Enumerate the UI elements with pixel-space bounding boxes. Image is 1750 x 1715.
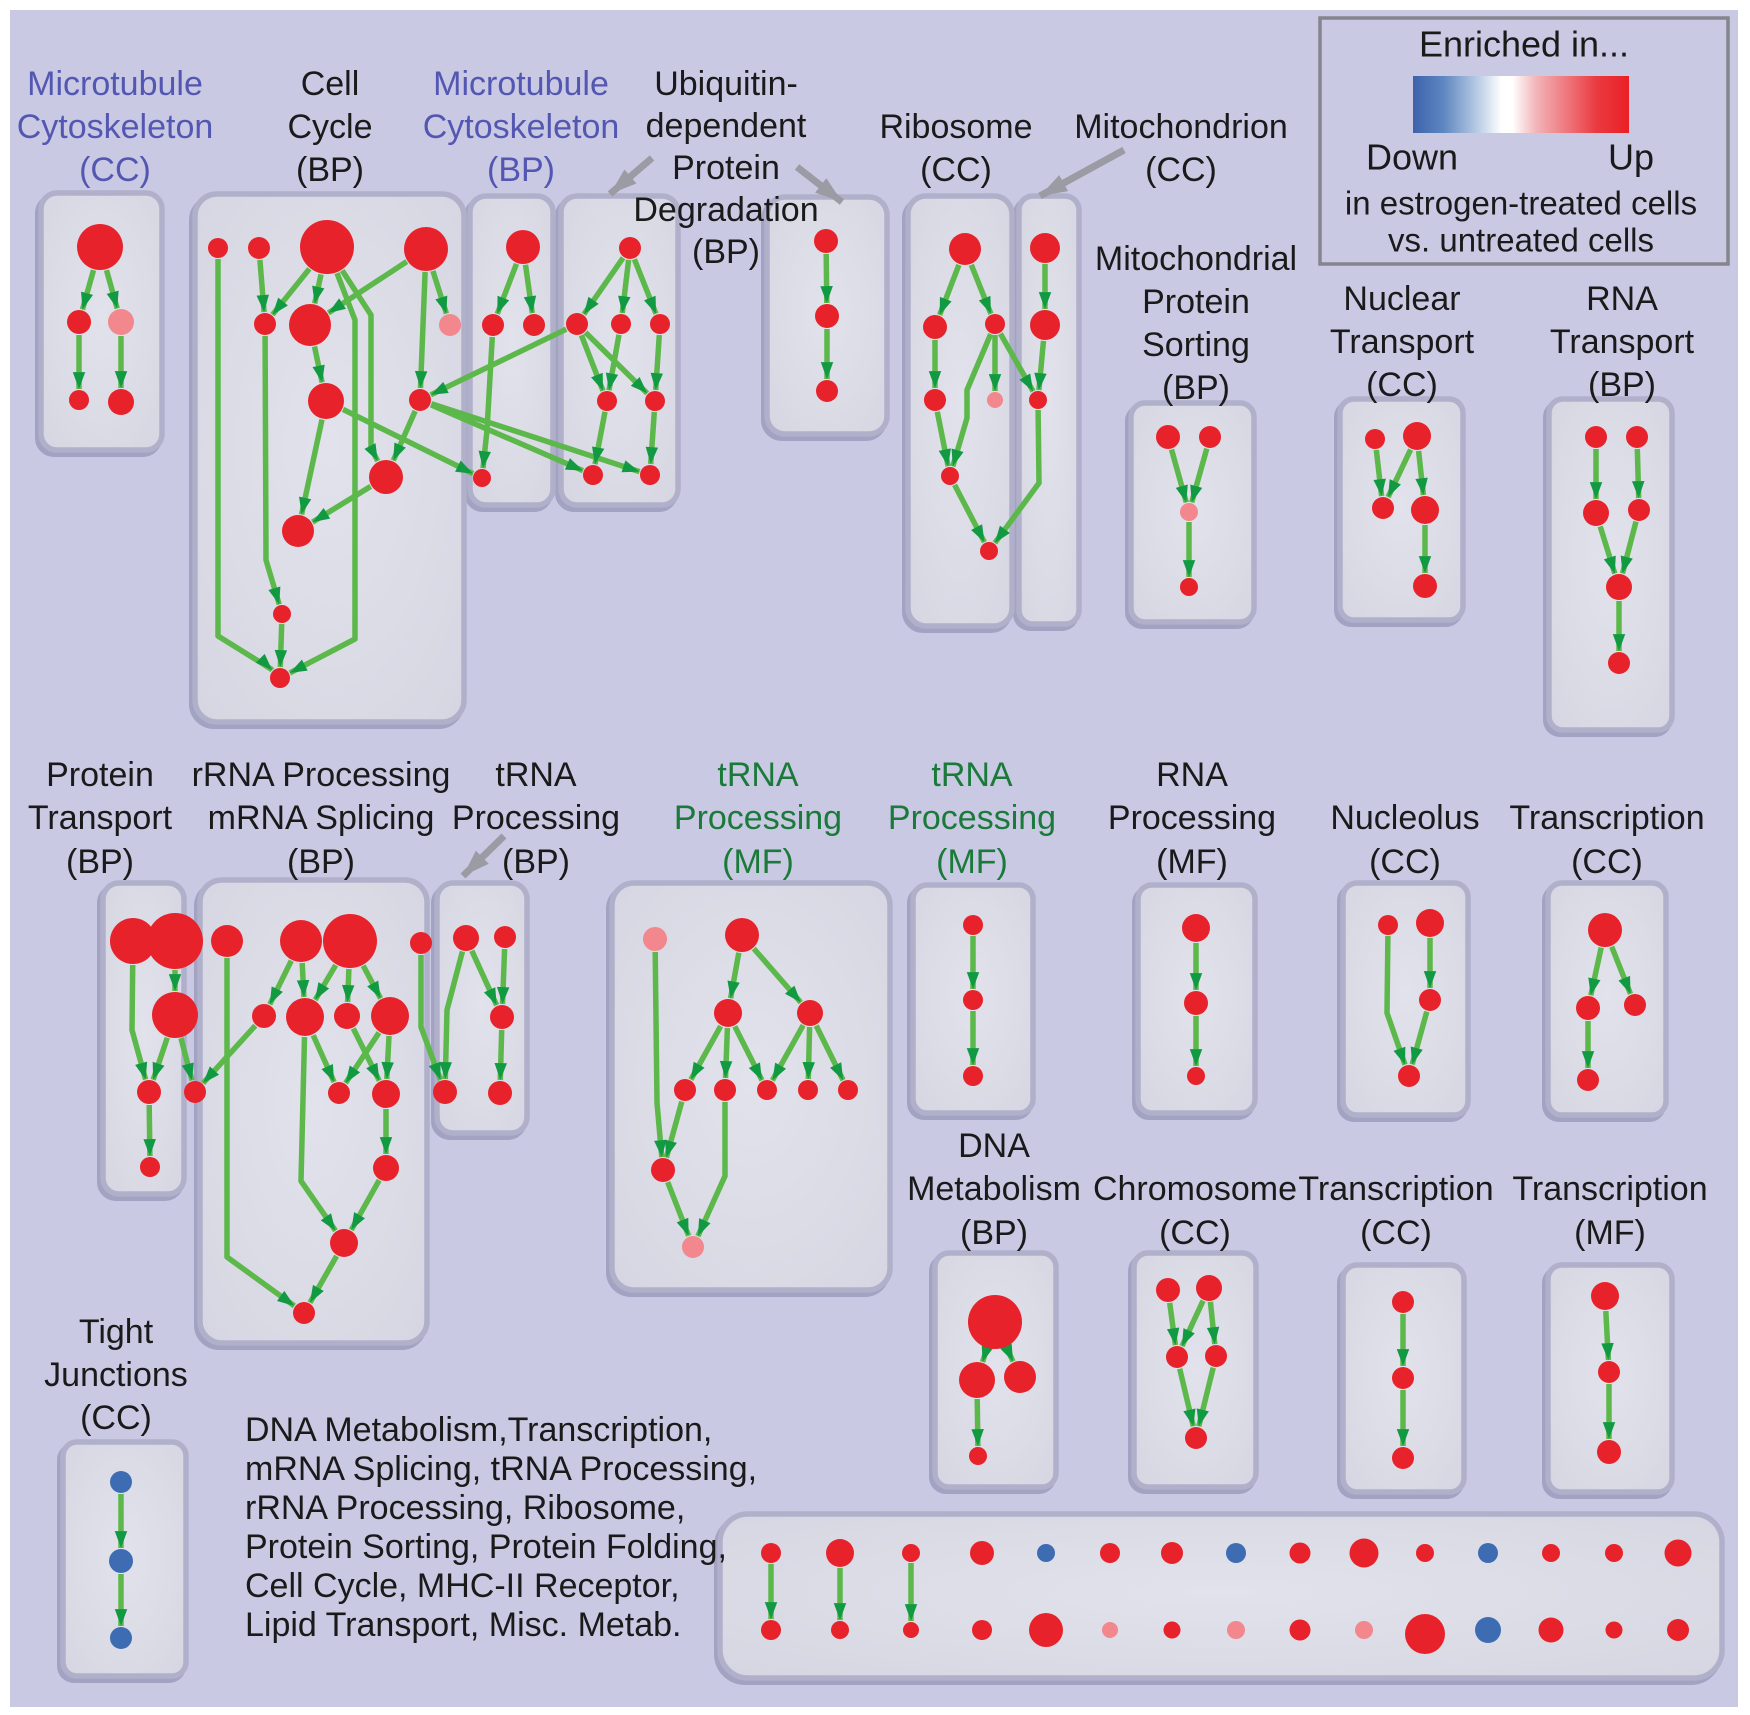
svg-text:(CC): (CC) xyxy=(1159,1214,1231,1252)
svg-text:(CC): (CC) xyxy=(1360,1214,1432,1252)
svg-text:(CC): (CC) xyxy=(1145,151,1217,189)
svg-text:Degradation: Degradation xyxy=(633,191,818,229)
svg-text:Processing: Processing xyxy=(674,799,842,837)
svg-text:rRNA Processing: rRNA Processing xyxy=(192,756,451,794)
svg-text:Chromosome: Chromosome xyxy=(1093,1170,1297,1208)
svg-text:Metabolism: Metabolism xyxy=(907,1170,1081,1208)
svg-text:(BP): (BP) xyxy=(1162,369,1230,407)
svg-text:(CC): (CC) xyxy=(1366,366,1438,404)
svg-text:Sorting: Sorting xyxy=(1142,326,1250,364)
svg-text:Transport: Transport xyxy=(1330,323,1475,361)
svg-text:Cell: Cell xyxy=(301,65,360,103)
svg-text:(CC): (CC) xyxy=(80,1399,152,1437)
svg-text:Down: Down xyxy=(1366,137,1458,178)
svg-text:(BP): (BP) xyxy=(502,843,570,881)
svg-text:(MF): (MF) xyxy=(1156,843,1228,881)
svg-text:(CC): (CC) xyxy=(79,151,151,189)
svg-text:dependent: dependent xyxy=(646,107,807,145)
svg-text:(BP): (BP) xyxy=(287,843,355,881)
svg-text:Processing: Processing xyxy=(1108,799,1276,837)
svg-text:RNA: RNA xyxy=(1156,756,1228,794)
svg-text:mRNA Splicing, tRNA Processing: mRNA Splicing, tRNA Processing, xyxy=(245,1450,757,1488)
svg-text:(MF): (MF) xyxy=(936,843,1008,881)
svg-text:(BP): (BP) xyxy=(296,151,364,189)
svg-text:tRNA: tRNA xyxy=(495,756,577,794)
svg-text:Ribosome: Ribosome xyxy=(879,108,1032,146)
svg-text:Mitochondrial: Mitochondrial xyxy=(1095,240,1297,278)
svg-text:Junctions: Junctions xyxy=(44,1356,188,1394)
svg-text:vs. untreated cells: vs. untreated cells xyxy=(1388,222,1654,259)
svg-text:Microtubule: Microtubule xyxy=(433,65,609,103)
svg-text:tRNA: tRNA xyxy=(931,756,1013,794)
svg-text:DNA: DNA xyxy=(958,1127,1030,1165)
svg-text:(BP): (BP) xyxy=(66,843,134,881)
svg-text:RNA: RNA xyxy=(1586,280,1658,318)
svg-text:tRNA: tRNA xyxy=(717,756,799,794)
svg-text:Nuclear: Nuclear xyxy=(1343,280,1460,318)
svg-text:(CC): (CC) xyxy=(1369,843,1441,881)
svg-text:DNA Metabolism,Transcription,: DNA Metabolism,Transcription, xyxy=(245,1411,712,1449)
svg-text:(MF): (MF) xyxy=(1574,1214,1646,1252)
svg-text:mRNA Splicing: mRNA Splicing xyxy=(208,799,435,837)
svg-text:Processing: Processing xyxy=(452,799,620,837)
svg-text:Processing: Processing xyxy=(888,799,1056,837)
svg-text:Protein: Protein xyxy=(672,149,780,187)
svg-text:Mitochondrion: Mitochondrion xyxy=(1074,108,1288,146)
svg-text:Tight: Tight xyxy=(79,1313,154,1351)
svg-text:Transcription: Transcription xyxy=(1509,799,1704,837)
svg-text:Transcription: Transcription xyxy=(1512,1170,1707,1208)
svg-text:(BP): (BP) xyxy=(1588,366,1656,404)
svg-text:Enriched in...: Enriched in... xyxy=(1419,24,1629,65)
svg-text:Transport: Transport xyxy=(1550,323,1695,361)
svg-text:Protein: Protein xyxy=(1142,283,1250,321)
svg-text:(BP): (BP) xyxy=(692,233,760,271)
svg-text:in estrogen-treated cells: in estrogen-treated cells xyxy=(1345,185,1697,222)
svg-text:(BP): (BP) xyxy=(487,151,555,189)
svg-text:Cytoskeleton: Cytoskeleton xyxy=(423,108,620,146)
svg-text:(BP): (BP) xyxy=(960,1214,1028,1252)
svg-text:Nucleolus: Nucleolus xyxy=(1330,799,1479,837)
svg-text:Protein: Protein xyxy=(46,756,154,794)
svg-text:Transcription: Transcription xyxy=(1298,1170,1493,1208)
svg-text:(CC): (CC) xyxy=(920,151,992,189)
svg-text:(CC): (CC) xyxy=(1571,843,1643,881)
svg-text:Cytoskeleton: Cytoskeleton xyxy=(17,108,214,146)
svg-text:Ubiquitin-: Ubiquitin- xyxy=(654,65,798,103)
svg-text:(MF): (MF) xyxy=(722,843,794,881)
svg-text:Cycle: Cycle xyxy=(287,108,372,146)
svg-text:Lipid Transport, Misc. Metab.: Lipid Transport, Misc. Metab. xyxy=(245,1606,682,1644)
svg-text:Transport: Transport xyxy=(28,799,173,837)
svg-text:rRNA Processing, Ribosome,: rRNA Processing, Ribosome, xyxy=(245,1489,685,1527)
svg-text:Protein Sorting, Protein Foldi: Protein Sorting, Protein Folding, xyxy=(245,1528,727,1566)
svg-text:Microtubule: Microtubule xyxy=(27,65,203,103)
svg-text:Cell Cycle, MHC-II Receptor,: Cell Cycle, MHC-II Receptor, xyxy=(245,1567,680,1605)
svg-text:Up: Up xyxy=(1608,137,1654,178)
